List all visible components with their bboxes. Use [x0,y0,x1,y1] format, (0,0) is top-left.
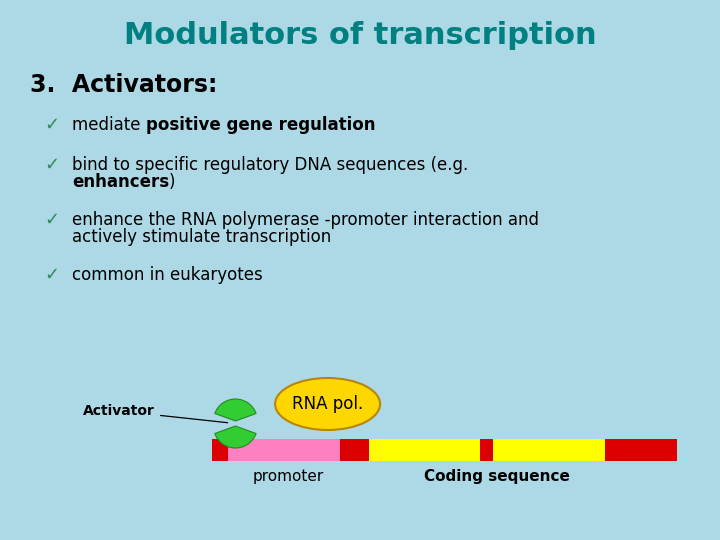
Text: ✓: ✓ [45,211,60,229]
Bar [212,439,228,461]
Text: ✓: ✓ [45,266,60,284]
Text: actively stimulate transcription: actively stimulate transcription [72,228,331,246]
Bar [605,439,618,461]
Text: ✓: ✓ [45,156,60,174]
Text: promoter: promoter [253,469,323,484]
Bar [369,439,480,461]
Bar [618,439,677,461]
Wedge shape [215,399,256,421]
Text: common in eukaryotes: common in eukaryotes [72,266,263,284]
Bar [356,439,369,461]
Bar [480,439,493,461]
Wedge shape [215,426,256,448]
Bar [340,439,356,461]
Text: Modulators of transcription: Modulators of transcription [124,21,596,50]
Text: 3.  Activators:: 3. Activators: [30,73,217,97]
Bar [493,439,605,461]
Text: bind to specific regulatory DNA sequences (e.g.: bind to specific regulatory DNA sequence… [72,156,468,174]
Text: enhancers: enhancers [72,173,169,191]
Ellipse shape [275,378,380,430]
Text: mediate: mediate [72,116,145,134]
Text: Activator: Activator [83,404,228,423]
Text: positive gene regulation: positive gene regulation [145,116,375,134]
Text: Coding sequence: Coding sequence [424,469,570,484]
Text: RNA pol.: RNA pol. [292,395,363,413]
Text: ): ) [169,173,176,191]
Text: ✓: ✓ [45,116,60,134]
Bar [228,439,340,461]
Text: enhance the RNA polymerase -promoter interaction and: enhance the RNA polymerase -promoter int… [72,211,539,229]
